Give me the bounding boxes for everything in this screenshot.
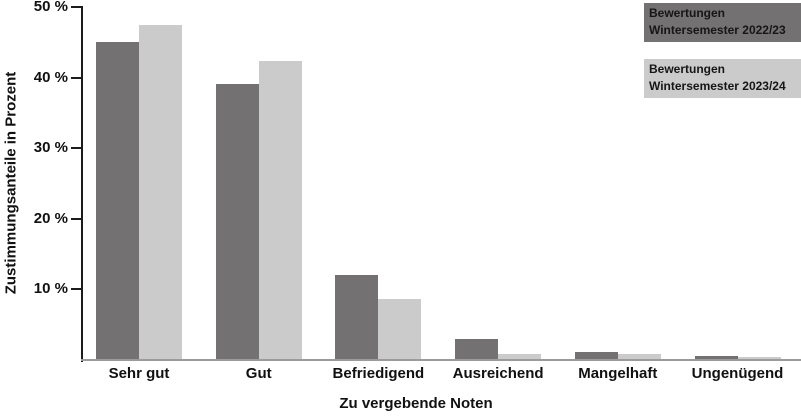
y-tick-label-30: 30 % (33, 139, 68, 157)
bar-ws-2023-24-4 (617, 354, 661, 360)
y-tick-40 (71, 76, 81, 79)
bar-ws-2023-24-2 (378, 299, 422, 360)
bar-ws-2022-23-5 (694, 356, 738, 360)
y-tick-label-20: 20 % (33, 209, 68, 227)
category-label-5: Ungenügend (691, 365, 784, 382)
bar-ws-2022-23-3 (455, 338, 499, 360)
y-tick-30 (71, 147, 81, 150)
bar-ws-2023-24-0 (139, 24, 182, 360)
bar-ws-2022-23-0 (96, 42, 139, 360)
y-axis-title: Zustimmungsanteile in Prozent (2, 71, 20, 295)
bar-ws-2022-23-1 (215, 83, 259, 360)
bar-ws-2023-24-1 (258, 60, 302, 360)
y-tick-10 (71, 288, 81, 291)
category-label-3: Ausreichend (452, 365, 544, 382)
y-tick-label-40: 40 % (33, 68, 68, 86)
bar-ws-2022-23-2 (335, 274, 379, 360)
y-axis-line (81, 6, 83, 362)
x-axis-title: Zu vergebende Noten (339, 395, 493, 412)
legend-item-ws-2022-23: Bewertungen Wintersemester 2022/23 (644, 3, 801, 42)
legend-item-ws-2023-24: Bewertungen Wintersemester 2023/24 (644, 59, 801, 98)
y-tick-label-10: 10 % (33, 280, 68, 298)
x-axis-line (81, 359, 801, 361)
y-tick-label-50: 50 % (33, 0, 68, 15)
bar-ws-2023-24-3 (498, 353, 542, 360)
y-tick-50 (71, 6, 81, 8)
y-tick-20 (71, 217, 81, 220)
bar-ws-2022-23-4 (574, 352, 618, 360)
bar-ws-2023-24-5 (737, 357, 781, 360)
category-label-2: Befriedigend (332, 365, 425, 382)
category-label-0: Sehr gut (108, 365, 170, 382)
category-label-4: Mangelhaft (578, 365, 658, 382)
category-label-1: Gut (245, 365, 272, 382)
legend: Bewertungen Wintersemester 2022/23 Bewert… (644, 3, 801, 98)
